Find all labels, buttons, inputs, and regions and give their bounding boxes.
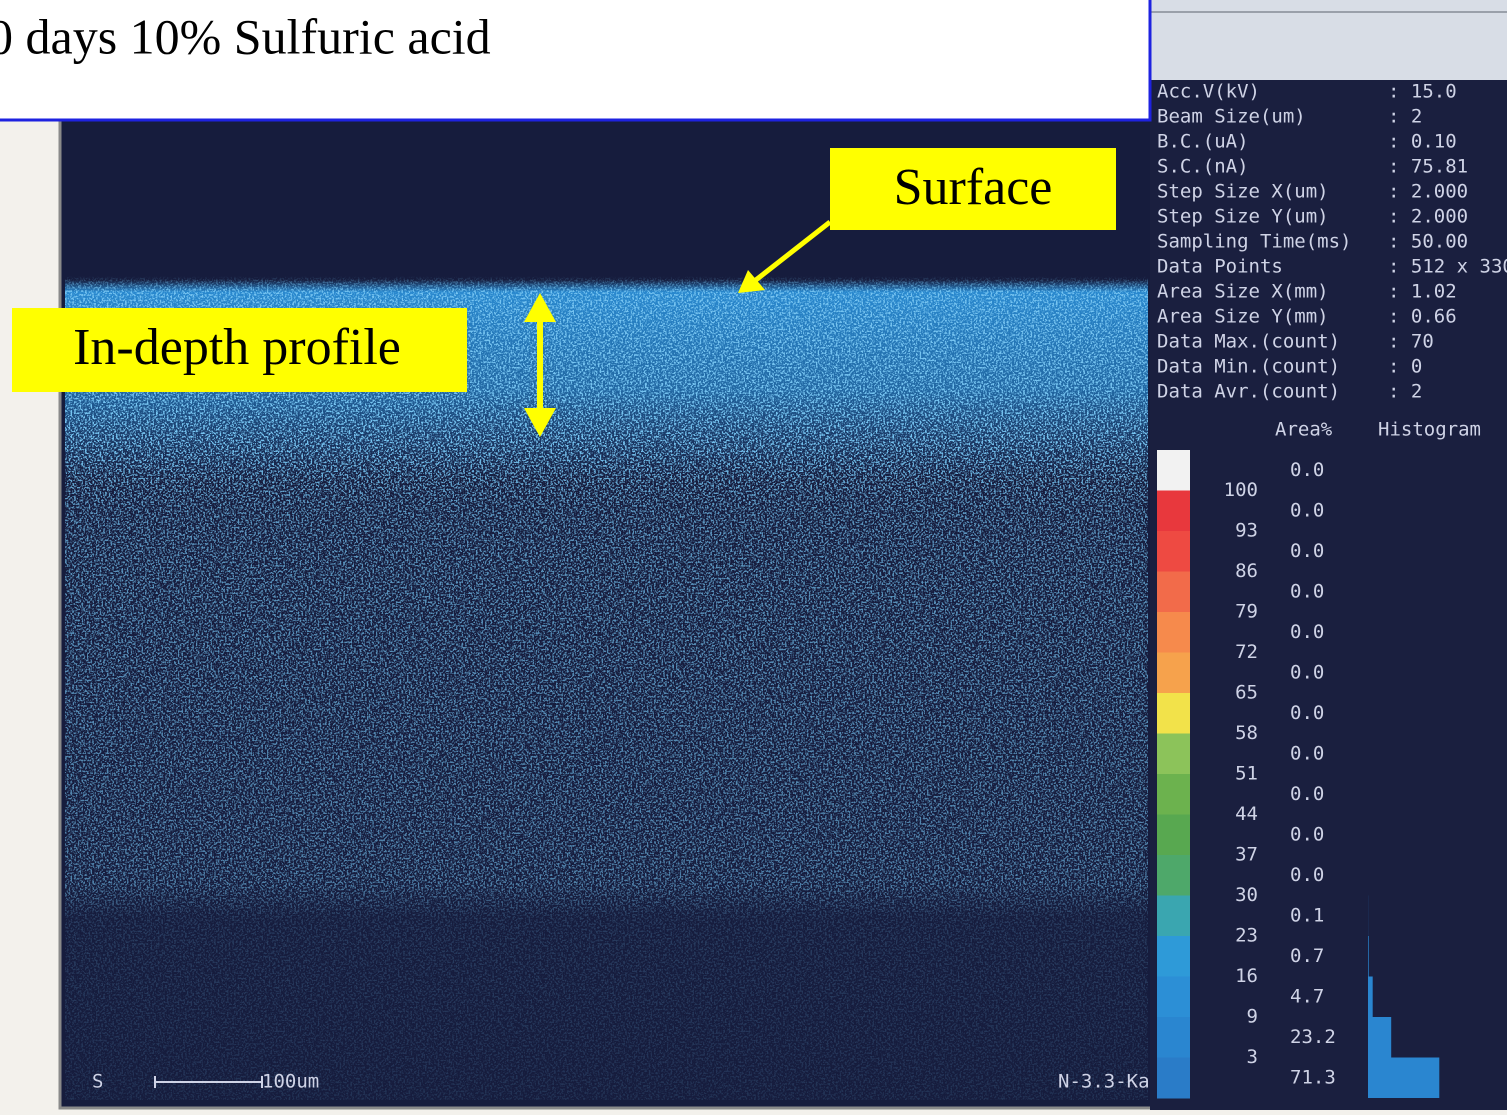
color-swatch <box>1157 977 1190 1018</box>
color-swatch <box>1157 896 1190 937</box>
color-swatch <box>1157 1017 1190 1058</box>
area-percent: 0.0 <box>1290 864 1324 886</box>
level-label: 23 <box>1235 925 1258 947</box>
param-value: : 512 x 330 <box>1388 256 1507 278</box>
surface-label: Surface <box>894 159 1053 216</box>
footer-right: N-3.3-Ka <box>1058 1071 1150 1093</box>
area-percent: 0.0 <box>1290 580 1324 602</box>
level-label: 3 <box>1247 1046 1258 1068</box>
param-label: Data Min.(count) <box>1157 356 1340 378</box>
param-label: Data Max.(count) <box>1157 331 1340 353</box>
level-label: 44 <box>1235 803 1258 825</box>
param-label: Sampling Time(ms) <box>1157 231 1351 253</box>
level-label: 51 <box>1235 763 1258 785</box>
level-label: 30 <box>1235 884 1258 906</box>
param-value: : 1.02 <box>1388 281 1457 303</box>
area-percent: 0.0 <box>1290 823 1324 845</box>
area-percent: 4.7 <box>1290 985 1324 1007</box>
level-label: 79 <box>1235 601 1258 623</box>
level-label: 9 <box>1247 1006 1258 1028</box>
area-percent: 23.2 <box>1290 1026 1336 1048</box>
histogram-bar <box>1368 936 1369 977</box>
param-value: : 0.10 <box>1388 131 1457 153</box>
area-percent: 0.0 <box>1290 459 1324 481</box>
param-label: Acc.V(kV) <box>1157 81 1260 103</box>
color-swatch <box>1157 734 1190 775</box>
histogram-bar <box>1368 1058 1439 1099</box>
color-swatch <box>1157 491 1190 532</box>
level-label: 72 <box>1235 641 1258 663</box>
area-percent: 71.3 <box>1290 1066 1336 1088</box>
param-label: Area Size Y(mm) <box>1157 306 1329 328</box>
level-label: 58 <box>1235 722 1258 744</box>
color-swatch <box>1157 572 1190 613</box>
area-percent: 0.0 <box>1290 702 1324 724</box>
param-label: Area Size X(mm) <box>1157 281 1329 303</box>
color-swatch <box>1157 774 1190 815</box>
color-swatch <box>1157 1058 1190 1099</box>
histogram-bar <box>1368 1017 1391 1058</box>
param-value: : 2 <box>1388 106 1422 128</box>
param-label: B.C.(uA) <box>1157 131 1249 153</box>
color-swatch <box>1157 612 1190 653</box>
param-value: : 2 <box>1388 381 1422 403</box>
param-label: S.C.(nA) <box>1157 156 1249 178</box>
profile-label: In-depth profile <box>73 319 401 376</box>
level-label: 93 <box>1235 520 1258 542</box>
param-value: : 70 <box>1388 331 1434 353</box>
level-label: 37 <box>1235 844 1258 866</box>
level-label: 86 <box>1235 560 1258 582</box>
param-label: Beam Size(um) <box>1157 106 1306 128</box>
level-label: 16 <box>1235 965 1258 987</box>
area-percent: 0.0 <box>1290 661 1324 683</box>
param-value: : 0 <box>1388 356 1422 378</box>
color-swatch <box>1157 815 1190 856</box>
area-percent: 0.0 <box>1290 783 1324 805</box>
color-swatch <box>1157 936 1190 977</box>
area-percent: 0.7 <box>1290 945 1324 967</box>
param-value: : 15.0 <box>1388 81 1457 103</box>
area-percent: 0.0 <box>1290 499 1324 521</box>
param-value: : 50.00 <box>1388 231 1468 253</box>
area-percent: 0.0 <box>1290 621 1324 643</box>
param-label: Data Points <box>1157 256 1283 278</box>
area-header: Area% <box>1275 419 1333 441</box>
param-label: Step Size X(um) <box>1157 181 1329 203</box>
color-swatch <box>1157 855 1190 896</box>
param-value: : 2.000 <box>1388 206 1468 228</box>
param-value: : 75.81 <box>1388 156 1468 178</box>
param-label: Data Avr.(count) <box>1157 381 1340 403</box>
color-swatch <box>1157 450 1190 491</box>
title: 0 days 10% Sulfuric acid <box>0 8 491 64</box>
histogram-bar <box>1368 977 1373 1018</box>
scale-bar-label: 100um <box>262 1071 319 1093</box>
area-percent: 0.1 <box>1290 904 1324 926</box>
color-swatch <box>1157 653 1190 694</box>
color-swatch <box>1157 693 1190 734</box>
param-value: : 0.66 <box>1388 306 1457 328</box>
param-label: Step Size Y(um) <box>1157 206 1329 228</box>
area-percent: 0.0 <box>1290 540 1324 562</box>
level-label: 65 <box>1235 682 1258 704</box>
page: 0 days 10% Sulfuric acid Surface In-dept… <box>0 0 1507 1115</box>
level-label: 100 <box>1224 479 1258 501</box>
color-swatch <box>1157 531 1190 572</box>
footer-left: S <box>92 1071 103 1093</box>
histogram-header: Histogram <box>1378 419 1481 441</box>
param-value: : 2.000 <box>1388 181 1468 203</box>
area-percent: 0.0 <box>1290 742 1324 764</box>
